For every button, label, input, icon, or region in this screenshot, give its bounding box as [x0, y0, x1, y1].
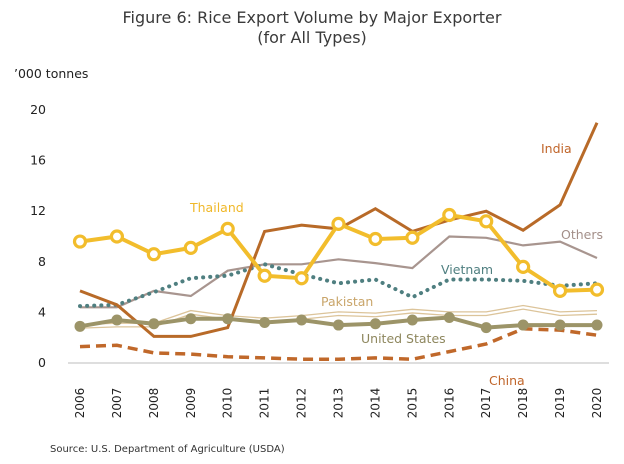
x-tick-label: 2007	[110, 388, 124, 419]
data-point	[294, 271, 309, 286]
data-point	[406, 314, 418, 326]
series-thailand	[72, 207, 605, 298]
data-point	[111, 314, 123, 326]
data-point	[517, 319, 529, 331]
series-label-pakistan: Pakistan	[321, 294, 373, 309]
x-tick-label: 2006	[73, 388, 87, 419]
chart-subtitle: (for All Types)	[257, 28, 367, 47]
series-label-india: India	[541, 141, 572, 156]
data-point	[554, 319, 566, 331]
x-tick-label: 2010	[221, 388, 235, 419]
series-label-others: Others	[561, 227, 603, 242]
data-point	[74, 320, 86, 332]
series-others	[80, 235, 598, 309]
y-tick-label: 16	[30, 153, 46, 168]
y-tick-label: 4	[38, 304, 46, 319]
y-axis-unit-label: ’000 tonnes	[14, 66, 89, 81]
data-point	[220, 221, 235, 237]
series-line-upper	[79, 304, 598, 326]
data-point	[443, 311, 455, 323]
x-tick-label: 2009	[184, 388, 198, 419]
y-tick-label: 12	[30, 203, 46, 218]
data-point	[552, 283, 568, 298]
data-point	[480, 322, 492, 334]
x-tick-label: 2012	[295, 388, 309, 419]
x-tick-label: 2011	[258, 388, 272, 419]
data-point	[72, 234, 88, 249]
source-note: Source: U.S. Department of Agriculture (…	[50, 444, 285, 455]
data-point	[333, 319, 344, 331]
chart-title: Figure 6: Rice Export Volume by Major Ex…	[122, 8, 502, 27]
data-point	[591, 319, 603, 331]
data-point	[146, 247, 161, 262]
data-point	[516, 259, 531, 274]
y-tick-label: 20	[30, 102, 46, 117]
x-tick-label: 2017	[479, 388, 493, 419]
data-point	[331, 216, 346, 231]
x-tick-label: 2020	[590, 388, 604, 419]
series-label-thailand: Thailand	[189, 200, 244, 215]
data-point	[259, 317, 271, 329]
data-point	[369, 318, 381, 330]
series-china	[79, 327, 598, 361]
series-line	[79, 327, 598, 361]
x-tick-label: 2018	[516, 388, 530, 419]
x-tick-label: 2015	[405, 388, 419, 419]
x-tick-label: 2013	[332, 388, 346, 419]
x-tick-label: 2016	[442, 388, 456, 419]
data-point	[257, 268, 272, 283]
series-line	[80, 235, 598, 309]
x-tick-label: 2008	[147, 388, 161, 419]
y-tick-label: 8	[38, 254, 46, 269]
y-tick-label: 0	[38, 355, 46, 370]
data-point	[183, 240, 198, 255]
data-point	[222, 313, 234, 325]
series-line	[78, 262, 599, 309]
data-point	[296, 314, 308, 326]
data-point	[442, 207, 457, 223]
series-label-united-states: United States	[361, 331, 446, 346]
series-label-vietnam: Vietnam	[441, 262, 493, 277]
data-point	[148, 318, 160, 330]
data-point	[109, 229, 125, 244]
data-point	[368, 231, 383, 247]
series-vietnam	[78, 262, 599, 309]
data-point	[405, 230, 420, 245]
data-point	[479, 214, 494, 229]
x-tick-label: 2014	[368, 388, 382, 419]
series-united-states	[74, 311, 603, 334]
data-point	[589, 282, 605, 297]
data-point	[185, 313, 197, 325]
x-tick-label: 2019	[553, 388, 567, 419]
series-label-china: China	[489, 373, 525, 388]
